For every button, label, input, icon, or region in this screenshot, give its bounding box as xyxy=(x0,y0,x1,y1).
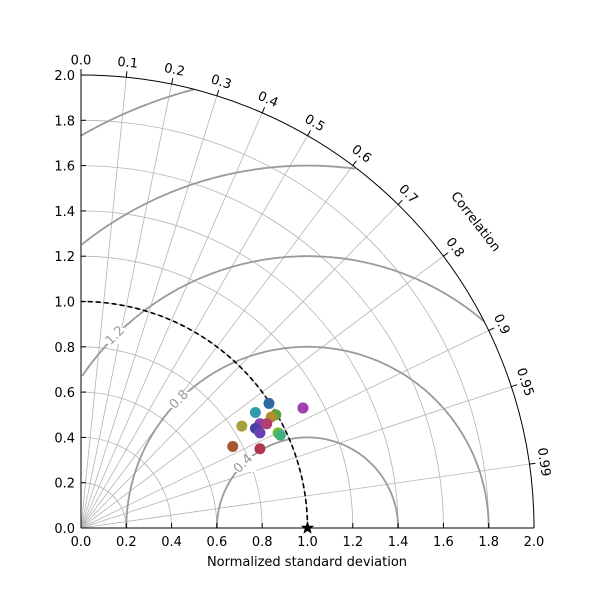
x-tick-label: 1.0 xyxy=(297,535,318,550)
x-tick-label: 0.6 xyxy=(207,535,228,550)
data-point xyxy=(274,429,286,441)
x-tick-label: 2.0 xyxy=(524,535,545,550)
x-axis-label: Normalized standard deviation xyxy=(207,555,407,570)
rms-contours: 0.40.81.2 xyxy=(80,88,490,528)
correlation-tick-label: 0.3 xyxy=(209,72,233,93)
correlation-tick-label: 0.5 xyxy=(302,112,327,135)
y-tick-label: 1.4 xyxy=(54,205,75,220)
rms-contour-label-bg xyxy=(231,455,256,472)
reference-arc xyxy=(80,300,315,534)
correlation-tick-label: 0.0 xyxy=(71,54,92,69)
x-tick-label: 0.8 xyxy=(252,535,273,550)
correlation-tick xyxy=(125,71,128,78)
data-point xyxy=(261,418,273,430)
correlation-tick-label: 0.95 xyxy=(513,366,536,398)
correlation-tick xyxy=(307,130,311,136)
std-grid-arc xyxy=(80,346,263,529)
correlation-tick-label: 0.1 xyxy=(117,55,139,72)
y-tick-label: 2.0 xyxy=(54,69,75,84)
y-tick-label: 1.0 xyxy=(54,296,75,311)
outer-arc xyxy=(80,74,535,529)
data-point xyxy=(236,420,248,432)
correlation-tick-label: 0.4 xyxy=(255,89,280,111)
data-point xyxy=(227,440,239,452)
correlation-tick-label: 0.8 xyxy=(442,235,466,261)
x-tick-label: 1.6 xyxy=(433,535,454,550)
reference-std-arc xyxy=(80,300,309,529)
data-point xyxy=(263,397,275,409)
rms-contour xyxy=(81,255,485,377)
y-tick-label: 0.4 xyxy=(54,431,75,446)
correlation-tick xyxy=(397,199,403,205)
std-grid-arc xyxy=(80,165,444,529)
correlation-tick xyxy=(511,384,518,388)
std-grid-arc xyxy=(80,255,354,529)
correlation-grid-line xyxy=(80,386,512,529)
rms-contour-label-bg xyxy=(167,391,192,408)
x-tick-label: 1.4 xyxy=(388,535,409,550)
y-tick-label: 0.2 xyxy=(54,477,75,492)
correlation-tick-label: 0.9 xyxy=(490,312,513,337)
reference-star xyxy=(300,521,315,534)
correlation-tick xyxy=(171,78,174,85)
y-tick-label: 0.8 xyxy=(54,341,75,356)
y-tick-label: 0.0 xyxy=(54,522,75,537)
correlation-grid-line xyxy=(80,135,308,529)
data-point xyxy=(297,402,309,414)
y-tick-label: 0.6 xyxy=(54,386,75,401)
correlation-tick-label: 0.6 xyxy=(348,142,374,166)
rms-contour xyxy=(216,436,399,528)
data-points xyxy=(227,397,309,455)
chart-grid xyxy=(80,77,530,529)
std-grid-arc xyxy=(80,391,218,529)
correlation-grid-line xyxy=(80,330,489,529)
std-grid-arc xyxy=(80,119,490,529)
correlation-tick xyxy=(488,327,495,331)
rms-contour xyxy=(125,345,490,528)
std-grid-arc xyxy=(80,482,127,529)
std-grid-arc xyxy=(80,210,399,529)
x-tick-label: 0.4 xyxy=(161,535,182,550)
correlation-grid-line xyxy=(80,95,218,529)
correlation-tick xyxy=(216,89,220,97)
correlation-tick-label: 0.99 xyxy=(534,447,553,478)
correlation-grid-line xyxy=(80,112,263,529)
x-tick-label: 0.2 xyxy=(116,535,137,550)
correlation-tick xyxy=(352,160,357,166)
correlation-tick xyxy=(529,462,536,465)
data-point xyxy=(249,406,261,418)
correlation-grid-line xyxy=(80,84,172,529)
data-point xyxy=(254,443,266,455)
y-tick-label: 1.8 xyxy=(54,114,75,129)
y-tick-label: 1.2 xyxy=(54,250,75,265)
correlation-tick-label: 0.2 xyxy=(163,61,186,80)
correlation-tick xyxy=(443,252,449,257)
x-tick-label: 1.8 xyxy=(478,535,499,550)
rms-contour-label-bg xyxy=(103,327,128,344)
y-tick-label: 1.6 xyxy=(54,160,75,175)
x-tick-label: 0.0 xyxy=(71,535,92,550)
correlation-tick xyxy=(261,107,266,114)
data-point xyxy=(254,427,266,439)
rms-contour xyxy=(80,88,195,137)
rms-contour xyxy=(81,164,355,246)
x-tick-label: 1.2 xyxy=(342,535,363,550)
